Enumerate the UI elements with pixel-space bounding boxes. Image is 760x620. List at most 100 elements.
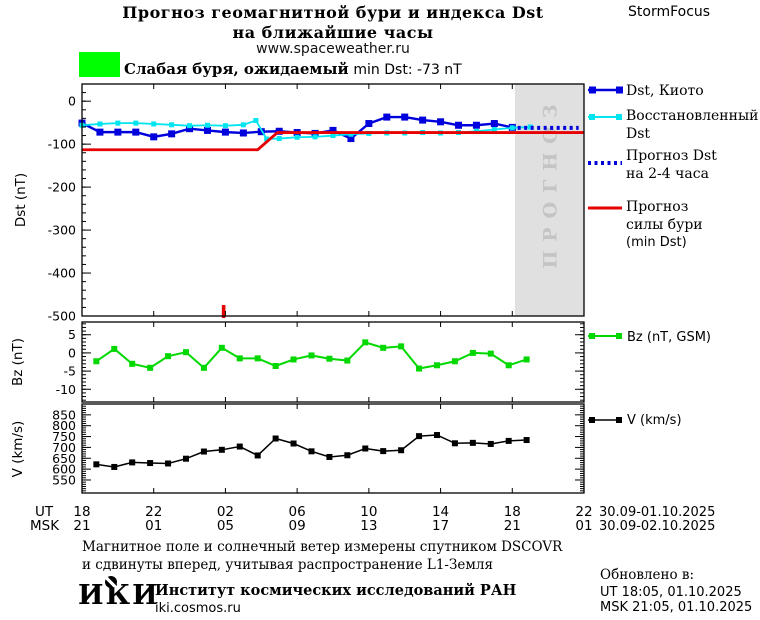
series-marker	[433, 432, 440, 439]
series-marker	[419, 116, 427, 124]
series-marker	[200, 448, 207, 455]
y-tick-label: 700	[52, 440, 76, 455]
series-marker	[455, 121, 462, 129]
series-marker	[469, 349, 476, 356]
series-marker	[416, 365, 423, 372]
iki-logo: ИКИ	[78, 576, 160, 611]
ut-row-label: UT	[35, 504, 54, 520]
spaceweather-link[interactable]: www.spaceweather.ru	[256, 41, 410, 57]
iki-satellite-icon	[105, 576, 117, 588]
legend-dst-kyoto: Dst, Киото	[626, 83, 704, 99]
legend-dst-restored: Восстановленный Dst	[626, 107, 758, 143]
ut-tick-label: 22	[575, 504, 592, 520]
series-marker	[437, 118, 445, 126]
footer-note-line1: Магнитное поле и солнечный ветер измерен…	[82, 539, 563, 555]
iki-logo-text: ИКИ	[78, 580, 160, 611]
forecast-region-label: ПРОГНОЗ	[539, 95, 561, 268]
legend-square	[589, 86, 596, 94]
series-marker	[218, 446, 225, 453]
series-marker	[329, 126, 337, 134]
series-marker	[221, 128, 229, 136]
y-tick-label: 800	[52, 418, 76, 433]
updated-ut: UT 18:05, 01.10.2025	[600, 585, 742, 600]
dst-axis-label: Dst (nT)	[13, 172, 29, 228]
series-marker	[93, 461, 100, 468]
legend-dst-forecast: Прогноз Dst на 2-4 часа	[626, 147, 717, 183]
series-marker	[129, 360, 136, 367]
msk-tick-label: 05	[217, 518, 234, 534]
y-tick-label: 750	[52, 429, 76, 444]
series-marker	[487, 440, 494, 447]
brand-label: StormFocus	[628, 4, 711, 20]
series-marker	[236, 443, 243, 450]
legend-dst-forecast-l1: Прогноз Dst	[626, 148, 717, 164]
msk-date-range: 30.09-02.10.2025	[599, 519, 716, 534]
y-tick-label: -100	[48, 137, 76, 152]
page-title-line2: на ближайшие часы	[232, 23, 434, 42]
series-marker	[272, 435, 279, 442]
series-marker	[97, 121, 103, 127]
series-marker	[505, 437, 512, 444]
msk-tick-label: 21	[504, 518, 521, 534]
series-marker	[239, 129, 247, 137]
y-tick-label: 650	[52, 451, 76, 466]
series-marker	[165, 460, 172, 467]
msk-tick-label: 09	[289, 518, 306, 534]
legend-mark-dst-kyoto	[588, 86, 623, 94]
msk-tick-label: 01	[145, 518, 162, 534]
series-marker	[383, 113, 391, 121]
series-marker	[187, 123, 193, 129]
series-marker	[169, 122, 175, 128]
y-tick-label: 550	[52, 472, 76, 487]
panel-frame	[81, 321, 585, 403]
ut-tick-label: 14	[432, 504, 449, 520]
series-marker	[401, 113, 409, 121]
series-marker	[93, 358, 100, 365]
series-marker	[165, 353, 172, 360]
series-marker	[527, 124, 533, 130]
msk-tick-label: 21	[73, 518, 90, 534]
series-marker	[204, 126, 211, 134]
series-marker	[200, 364, 207, 371]
panel-bz: 5 0 -5 -10	[56, 321, 585, 403]
y-tick-label: -400	[48, 266, 76, 281]
series-marker	[272, 363, 279, 369]
series-marker	[523, 356, 530, 363]
page-title-line1: Прогноз геомагнитной бури и индекса Dst	[122, 3, 544, 22]
forecast-region	[514, 84, 584, 316]
series-marker	[308, 448, 315, 455]
series-marker	[132, 128, 140, 136]
v-axis-label: V (km/s)	[10, 420, 26, 478]
series-marker	[380, 344, 387, 351]
legend-square	[616, 417, 622, 423]
series-marker	[344, 452, 351, 459]
series-marker	[491, 127, 497, 133]
series-marker	[362, 339, 369, 346]
legend-square	[616, 114, 622, 120]
series-marker	[487, 350, 494, 357]
org-name: Институт космических исследований РАН	[155, 582, 517, 599]
series-marker	[433, 362, 440, 369]
y-tick-label: 0	[68, 94, 76, 109]
ut-tick-label: 02	[217, 504, 234, 520]
msk-tick-label: 13	[360, 518, 377, 534]
series-marker	[398, 343, 405, 350]
series-marker	[253, 118, 259, 124]
series-marker	[182, 349, 189, 356]
ut-tick-label: 18	[73, 504, 90, 520]
y-tick-label: 0	[68, 345, 76, 360]
series-marker	[330, 133, 336, 139]
footer-note-line2: и сдвинуты вперед, учитывая распростране…	[82, 557, 493, 573]
org-site-link[interactable]: iki.cosmos.ru	[155, 601, 241, 616]
series-marker	[264, 136, 270, 142]
legend-storm-forecast: Прогноз силы бури (min Dst)	[626, 198, 703, 252]
storm-alert-min-dst: min Dst: -73 nT	[353, 62, 462, 78]
ut-tick-label: 06	[289, 504, 306, 520]
series-marker	[147, 364, 154, 371]
updated-label: Обновлено в:	[600, 567, 695, 583]
series-marker	[218, 344, 225, 351]
series-marker	[182, 455, 189, 462]
series-marker	[205, 122, 210, 128]
